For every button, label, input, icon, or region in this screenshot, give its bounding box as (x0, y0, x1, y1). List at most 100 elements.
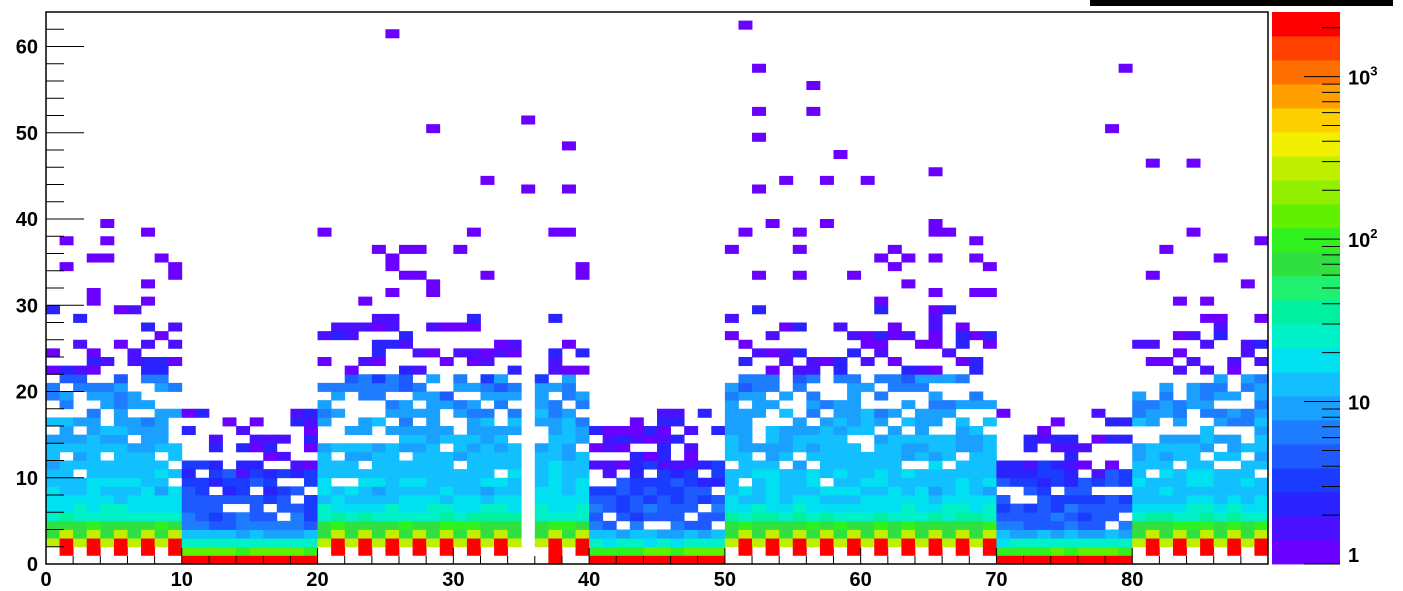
heatmap-cell (806, 469, 821, 479)
heatmap-cell (1091, 503, 1106, 513)
heatmap-cell (208, 477, 223, 487)
heatmap-cell (154, 512, 169, 522)
heatmap-cell (59, 460, 74, 470)
heatmap-cell (806, 434, 821, 444)
heatmap-cell (996, 503, 1011, 513)
heatmap-cell (100, 495, 115, 505)
heatmap-cell (1105, 477, 1120, 487)
heatmap-cell (439, 391, 454, 401)
heatmap-cell (195, 512, 210, 522)
heatmap-cell (154, 469, 169, 479)
heatmap-cell (100, 236, 115, 246)
heatmap-cell (127, 417, 142, 427)
heatmap-cell (955, 520, 970, 530)
heatmap-cell (154, 443, 169, 453)
heatmap-cell (59, 365, 74, 375)
heatmap-cell (1064, 512, 1079, 522)
heatmap-cell (1200, 365, 1215, 375)
heatmap-cell (426, 451, 441, 461)
heatmap-cell (792, 477, 807, 487)
heatmap-cell (1240, 408, 1255, 418)
heatmap-cell (141, 339, 156, 349)
heatmap-cell (222, 538, 237, 548)
heatmap-cell (412, 477, 427, 487)
heatmap-cell (534, 417, 549, 427)
heatmap-cell (752, 374, 767, 384)
heatmap-cell (399, 434, 413, 444)
heatmap-cell (833, 451, 848, 461)
heatmap-cell (1254, 546, 1269, 556)
heatmap-cell (1105, 555, 1120, 565)
heatmap-cell (1118, 503, 1133, 513)
heatmap-cell (1118, 529, 1133, 539)
heatmap-cell (1064, 443, 1079, 453)
heatmap-cell (643, 529, 658, 539)
heatmap-cell (317, 460, 332, 470)
heatmap-cell (1105, 417, 1120, 427)
heatmap-cell (860, 486, 875, 496)
heatmap-cell (1105, 434, 1120, 444)
heatmap-cell (616, 434, 631, 444)
heatmap-cell (548, 408, 563, 418)
heatmap-cell (1023, 503, 1038, 513)
heatmap-cell (942, 227, 957, 237)
heatmap-cell (439, 357, 454, 367)
heatmap-cell (779, 443, 794, 453)
heatmap-cell (779, 451, 794, 461)
heatmap-cell (887, 460, 902, 470)
heatmap-cell (154, 253, 169, 263)
heatmap-cell (1227, 538, 1242, 548)
heatmap-cell (697, 495, 712, 505)
heatmap-cell (371, 503, 386, 513)
heatmap-cell (1200, 400, 1215, 410)
heatmap-cell (738, 538, 753, 548)
heatmap-cell (1091, 408, 1106, 418)
heatmap-cell (358, 357, 373, 367)
heatmap-cell (385, 262, 400, 272)
heatmap-cell (371, 520, 386, 530)
heatmap-cell (833, 443, 848, 453)
heatmap-cell (819, 546, 834, 556)
heatmap-cell (602, 495, 617, 505)
heatmap-cell (439, 400, 454, 410)
heatmap-cell (466, 426, 481, 436)
heatmap-cell (724, 469, 739, 479)
heatmap-cell (833, 408, 848, 418)
heatmap-cell (738, 443, 753, 453)
heatmap-cell (1077, 520, 1092, 530)
heatmap-cell (1050, 503, 1065, 513)
heatmap-cell (1254, 400, 1269, 410)
heatmap-cell (331, 546, 346, 556)
heatmap-cell (249, 460, 264, 470)
heatmap-cell (1240, 279, 1255, 289)
heatmap-cell (371, 512, 386, 522)
x-tick-label: 20 (306, 569, 328, 591)
heatmap-cell (1200, 520, 1215, 530)
heatmap-cell (100, 503, 115, 513)
heatmap-cell (561, 538, 576, 548)
heatmap-cell (738, 426, 753, 436)
heatmap-cell (752, 63, 767, 73)
heatmap-cell (561, 451, 576, 461)
heatmap-cell (208, 469, 223, 479)
heatmap-cell (561, 227, 576, 237)
heatmap-cell (765, 546, 780, 556)
heatmap-cell (1023, 538, 1038, 548)
heatmap-cell (833, 150, 848, 160)
heatmap-cell (494, 339, 509, 349)
heatmap-cell (1254, 426, 1269, 436)
heatmap-cell (127, 529, 142, 539)
heatmap-cell (982, 495, 997, 505)
heatmap-cell (154, 495, 169, 505)
heatmap-cell (399, 486, 413, 496)
heatmap-cell (208, 512, 223, 522)
heatmap-cell (684, 520, 699, 530)
heatmap-cell (561, 184, 576, 194)
heatmap-cell (1159, 486, 1174, 496)
heatmap-cell (317, 503, 332, 513)
heatmap-cell (46, 391, 60, 401)
heatmap-cell (46, 348, 60, 358)
heatmap-cell (833, 460, 848, 470)
heatmap-cell (1145, 417, 1160, 427)
